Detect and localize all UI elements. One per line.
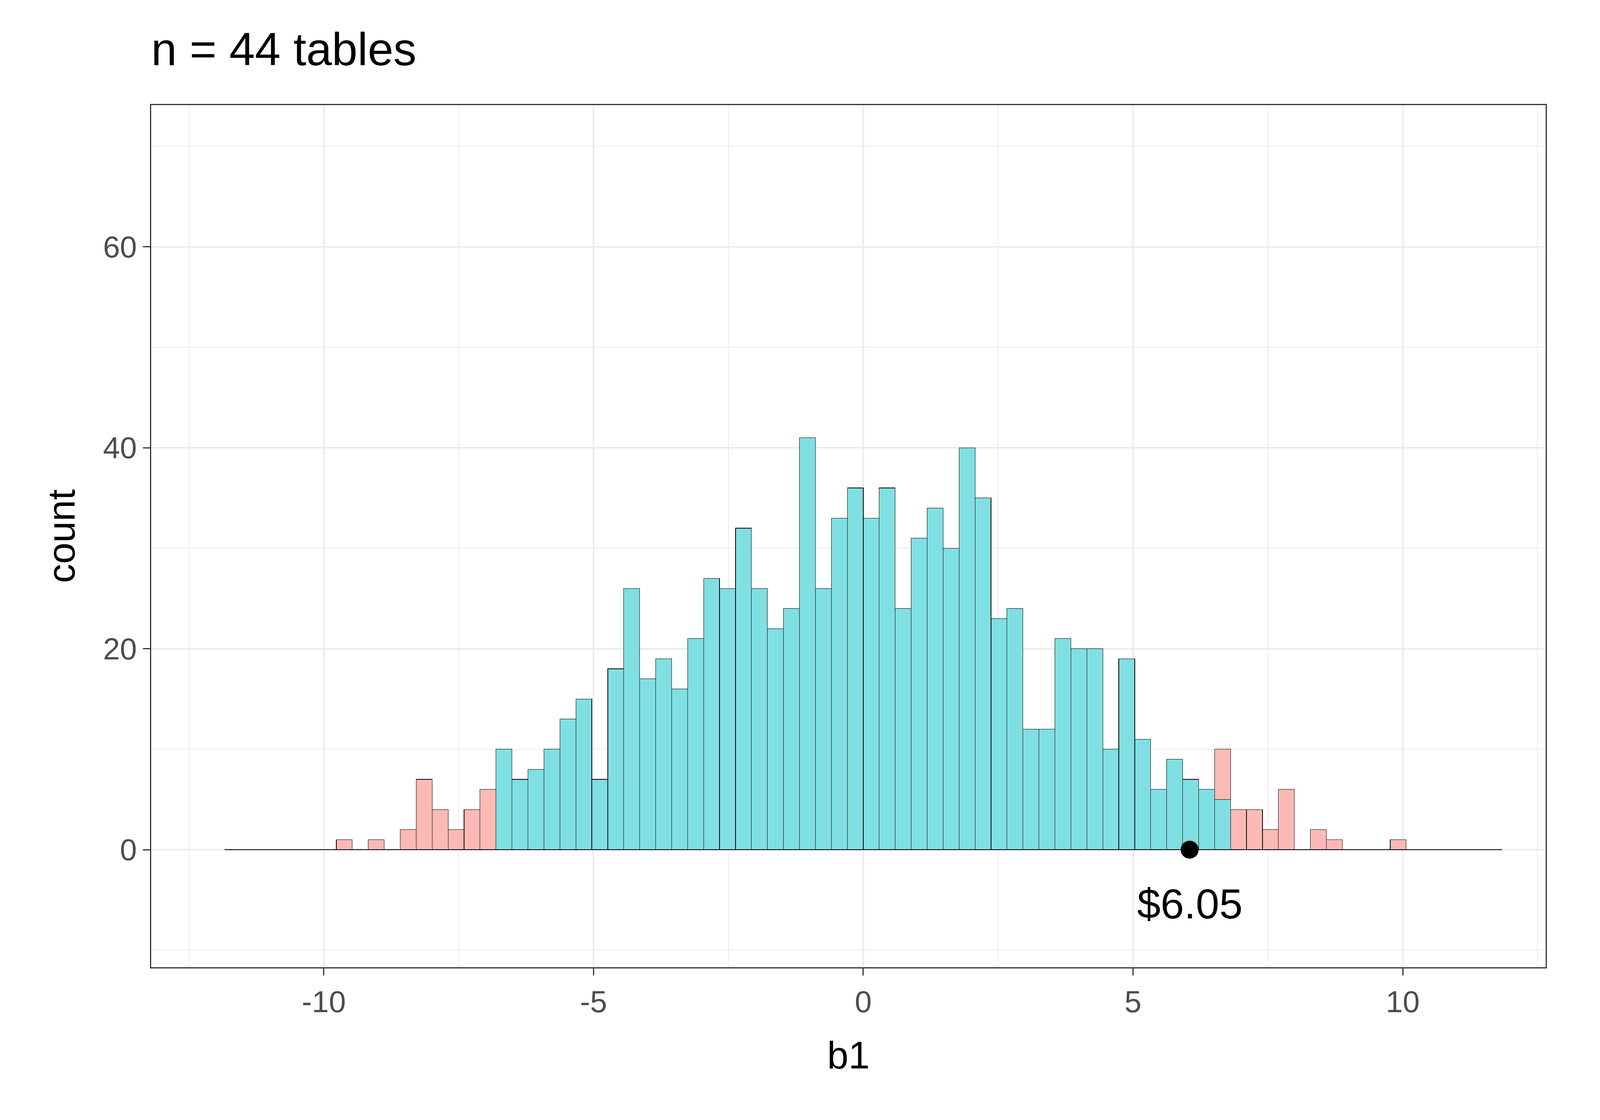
- svg-text:b1: b1: [826, 1033, 870, 1077]
- svg-text:n = 44 tables: n = 44 tables: [151, 23, 417, 75]
- svg-text:$6.05: $6.05: [1137, 880, 1243, 928]
- svg-text:-5: -5: [580, 984, 608, 1019]
- svg-text:10: 10: [1385, 984, 1420, 1019]
- svg-text:40: 40: [103, 430, 138, 465]
- svg-text:-10: -10: [301, 984, 347, 1019]
- svg-text:60: 60: [103, 229, 138, 265]
- svg-text:count: count: [39, 489, 83, 584]
- svg-text:0: 0: [119, 832, 137, 867]
- svg-text:20: 20: [103, 631, 138, 667]
- svg-text:5: 5: [1124, 984, 1142, 1019]
- svg-text:0: 0: [854, 984, 872, 1019]
